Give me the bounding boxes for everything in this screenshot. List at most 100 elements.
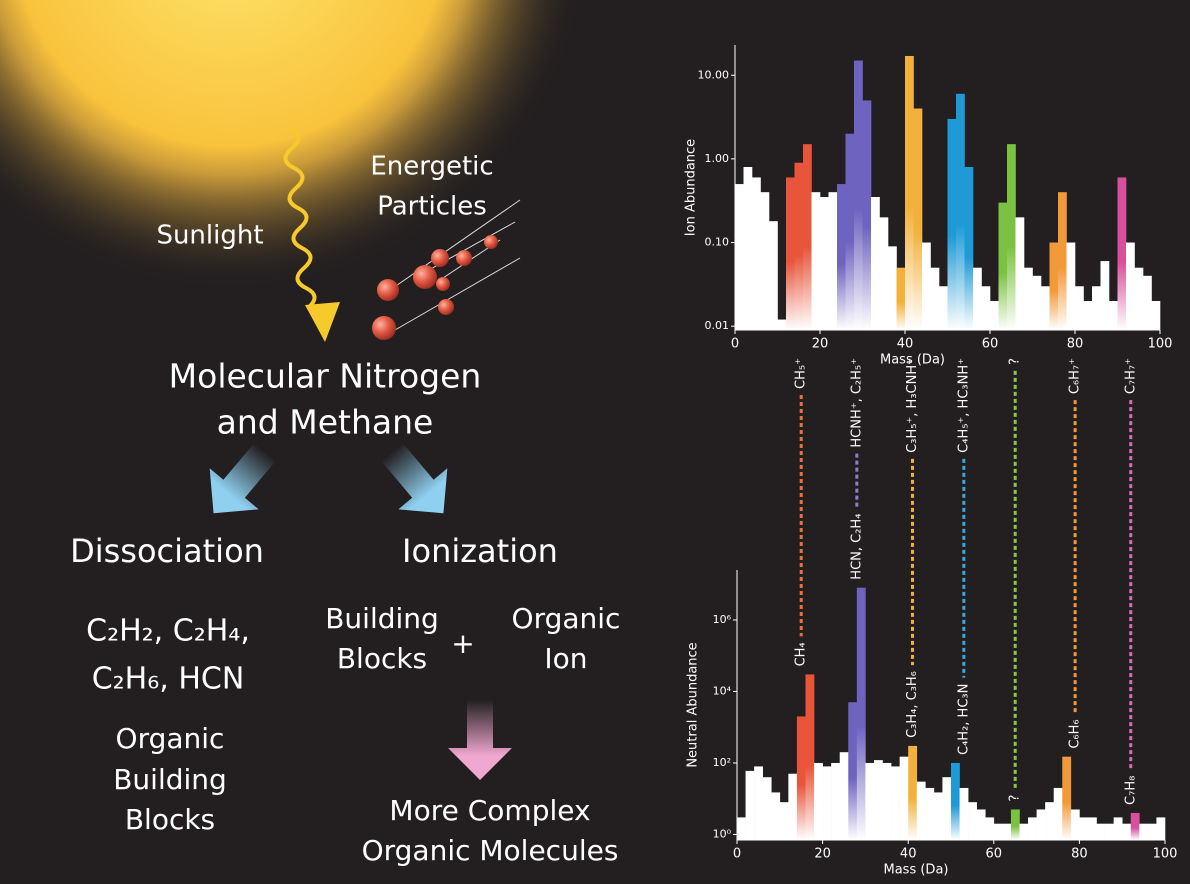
- bar: [1058, 192, 1067, 330]
- bar: [812, 192, 821, 330]
- neutral-label: ?: [1008, 795, 1023, 802]
- bar: [848, 702, 857, 840]
- bar: [754, 766, 763, 840]
- y-tick-label: 10.00: [698, 68, 730, 81]
- neutral-label: HCN, C₂H₄: [849, 514, 864, 580]
- bar: [1084, 301, 1093, 330]
- bar: [1152, 301, 1161, 330]
- bar: [735, 184, 744, 330]
- result-line: Blocks: [125, 803, 215, 836]
- neutral-label: CH₄: [794, 642, 809, 666]
- bar: [1002, 824, 1011, 840]
- bar: [880, 217, 889, 330]
- x-tick-label: 80: [1067, 337, 1084, 352]
- bar: [985, 817, 994, 840]
- bar: [752, 177, 761, 330]
- bar: [994, 824, 1003, 840]
- bar: [968, 802, 977, 840]
- bar: [990, 301, 999, 330]
- bar: [1097, 824, 1106, 840]
- bar: [865, 763, 874, 840]
- bar: [891, 766, 900, 840]
- bar: [1016, 217, 1025, 330]
- ion-label: C₄H₅⁺, HC₃NH⁺: [956, 358, 971, 453]
- bar: [939, 286, 948, 330]
- bar: [1071, 809, 1080, 840]
- bar: [769, 221, 778, 330]
- y-tick-label: 0.01: [705, 319, 730, 332]
- bar: [1122, 824, 1131, 840]
- complex-line: More Complex: [389, 794, 590, 827]
- ion-right: Organic: [512, 602, 621, 635]
- bar: [1011, 809, 1020, 840]
- x-tick-label: 60: [982, 337, 999, 352]
- bar: [900, 757, 909, 840]
- bar: [908, 746, 917, 840]
- x-axis-label: Mass (Da): [884, 863, 949, 878]
- bar: [1024, 268, 1033, 330]
- x-tick-label: 0: [733, 847, 741, 862]
- bar: [883, 763, 892, 840]
- plus: +: [451, 627, 474, 660]
- bar: [897, 268, 906, 330]
- y-axis-label: Neutral Abundance: [686, 642, 701, 767]
- product-line: C₂H₂, C₂H₄,: [86, 614, 250, 649]
- bar: [1037, 809, 1046, 840]
- bar: [805, 674, 814, 840]
- bar: [1148, 824, 1157, 840]
- ion-label: C₆H₇⁺: [1068, 358, 1083, 394]
- bar: [931, 268, 940, 330]
- bar: [1092, 286, 1101, 330]
- y-axis-label: Ion Abundance: [684, 139, 699, 236]
- bar: [763, 777, 772, 840]
- bar: [829, 192, 838, 330]
- bar: [1019, 824, 1028, 840]
- bar: [871, 197, 880, 330]
- bar: [863, 100, 872, 330]
- neutral-label: C₄H₂, HC₃N: [956, 684, 971, 755]
- bar: [874, 760, 883, 840]
- x-tick-label: 0: [731, 337, 739, 352]
- bar: [737, 817, 746, 840]
- bar: [820, 197, 829, 330]
- bar: [922, 243, 931, 330]
- ion-right: Ion: [544, 642, 587, 675]
- figure: Sunlight Energetic Particles Molecular N…: [0, 0, 1190, 884]
- bar: [1028, 817, 1037, 840]
- ionization-title: Ionization: [402, 532, 558, 570]
- bar: [1041, 286, 1050, 330]
- bar: [1118, 177, 1127, 330]
- bar: [905, 56, 914, 330]
- bar: [1079, 817, 1088, 840]
- bar: [951, 763, 960, 840]
- x-tick-label: 100: [1148, 337, 1173, 352]
- bar: [914, 109, 923, 330]
- y-tick-label: 10²: [713, 756, 731, 769]
- result-line: Building: [113, 763, 227, 796]
- y-tick-label: 0.10: [705, 236, 730, 249]
- complex-line: Organic Molecules: [362, 834, 619, 867]
- neutral-label: C₃H₄, C₃H₆: [905, 671, 920, 738]
- bar: [999, 203, 1008, 330]
- y-tick-label: 10⁰: [713, 827, 732, 840]
- bar: [925, 788, 934, 840]
- bar: [788, 774, 797, 840]
- y-tick-label: 10⁶: [713, 613, 732, 626]
- bar: [803, 144, 812, 330]
- bar: [956, 94, 965, 330]
- x-tick-label: 60: [986, 847, 1003, 862]
- bar: [1143, 276, 1152, 330]
- bar: [1135, 268, 1144, 330]
- bar: [917, 782, 926, 840]
- bar: [1067, 243, 1076, 330]
- bar: [948, 119, 957, 330]
- bar: [744, 167, 753, 330]
- neutral-label: C₆H₆: [1068, 719, 1083, 748]
- bar: [1114, 817, 1123, 840]
- bar: [780, 802, 789, 840]
- ion-label: ?: [1008, 358, 1023, 365]
- x-tick-label: 100: [1153, 847, 1178, 862]
- bar: [960, 788, 969, 840]
- bar: [761, 192, 770, 330]
- bar: [1033, 276, 1042, 330]
